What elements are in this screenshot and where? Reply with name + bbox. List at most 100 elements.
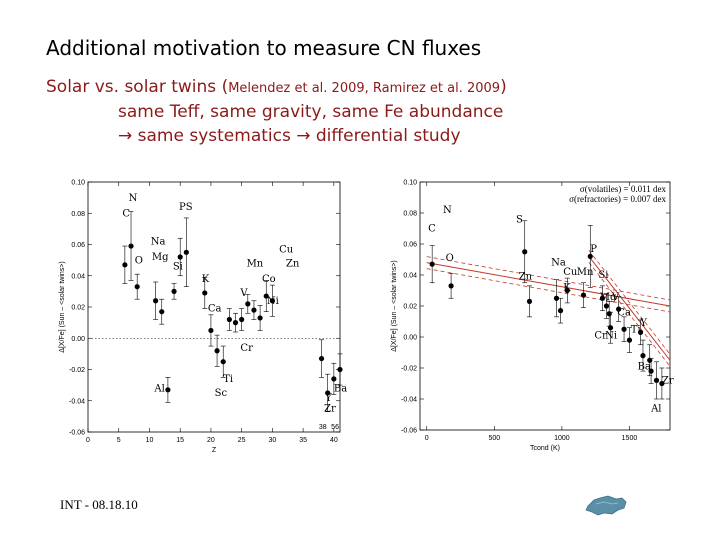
abundance-vs-z-chart: -0.06 -0.04 -0.02 0.00 0.02 0.04 0.06 0.08 0.10 0… [59, 180, 347, 455]
y-tick-label: 0.02 [403, 304, 417, 311]
element-label: Al [650, 403, 661, 414]
element-label: Mg [600, 292, 617, 303]
data-point [564, 287, 570, 294]
element-label: N [443, 205, 452, 216]
element-label: Y [639, 318, 647, 329]
data-point [214, 348, 220, 354]
x-tick-label: 0 [425, 435, 429, 442]
y-tick-label: 0.04 [403, 273, 417, 280]
element-label: Zn [519, 272, 533, 283]
y-tick-label: 0.06 [71, 242, 85, 249]
element-label: N [129, 193, 138, 204]
element-label: Si [598, 270, 608, 281]
data-point [226, 316, 232, 323]
x-tick-label: 10 [146, 437, 154, 444]
element-label: Cu [563, 267, 578, 278]
data-point [128, 243, 134, 249]
data-point [557, 308, 564, 314]
fit-band-upper [426, 256, 671, 301]
fit-band-upper [588, 250, 671, 355]
element-label: Ca [617, 307, 631, 318]
element-label: Sc [215, 388, 228, 399]
element-label: Ba [334, 383, 347, 394]
element-label: V [611, 292, 620, 303]
y-tick-label: -0.06 [401, 428, 417, 435]
differential-text: differential study [315, 126, 461, 146]
fit-line [426, 262, 671, 307]
element-label: Cu [279, 244, 294, 255]
data-point [640, 353, 646, 359]
y-tick-label: -0.04 [401, 397, 417, 404]
x-tick-label: 40 [330, 437, 338, 444]
y-tick-label: -0.02 [401, 366, 417, 373]
element-label: Mn [577, 267, 594, 278]
arrow-icon: → [296, 126, 311, 146]
data-point [165, 387, 171, 393]
x-tick-label: 500 [488, 435, 500, 442]
conclusion-line: → same systematics → differential study [118, 126, 461, 146]
data-point [269, 298, 275, 304]
x-tick-label: 20 [207, 437, 215, 444]
data-point [587, 253, 593, 259]
data-point [637, 329, 644, 335]
element-label: Co [262, 274, 276, 285]
element-label: Mn [247, 258, 264, 269]
y-tick-label: 0.08 [71, 211, 85, 218]
y-axis-label: Δ[X/Fe] (Sun – <solar twins>) [391, 260, 398, 351]
data-point [183, 249, 189, 255]
y-tick-label: 0.10 [403, 180, 417, 187]
x-axis-label: Tcond (K) [530, 445, 560, 452]
y-tick-label: 0.06 [403, 242, 417, 249]
element-label: Si [173, 262, 183, 273]
data-point [208, 327, 214, 334]
arrow-icon: → [118, 126, 133, 146]
x-tick-label: 15 [176, 437, 184, 444]
subtitle-main: Solar vs. solar twins ( [46, 77, 229, 97]
data-point [171, 288, 177, 294]
data-point [263, 293, 269, 299]
data-point [331, 376, 337, 382]
subtitle-end: ) [500, 77, 507, 97]
footer-text: INT - 08.18.10 [60, 497, 138, 512]
element-label: Zr [324, 404, 336, 415]
x-tick-label: 1500 [622, 435, 638, 442]
abundance-vs-tcond-chart: -0.06 -0.04 -0.02 0.00 0.02 0.04 0.06 0.08 0.10 0… [391, 180, 674, 453]
conditions-line: same Teff, same gravity, same Fe abundan… [118, 102, 504, 122]
data-point [616, 306, 622, 312]
fit-line [588, 256, 671, 361]
data-point [318, 355, 325, 362]
data-point [257, 315, 263, 321]
axis-break-label: 38 [319, 424, 327, 431]
subtitle-citation: Melendez et al. 2009, Ramirez et al. 200… [228, 81, 501, 96]
element-label: Ti [631, 324, 641, 335]
y-tick-label: 0.10 [71, 180, 85, 187]
x-tick-label: 35 [299, 437, 307, 444]
data-point [122, 262, 128, 268]
element-label: O [135, 255, 143, 266]
systematics-text: same systematics [137, 126, 291, 146]
legend-entry: σ(refractories) = 0.007 dex [569, 194, 666, 204]
legend-entry: σ(volatiles) = 0.011 dex [580, 184, 667, 194]
data-point [580, 292, 587, 298]
element-label: Ba [638, 362, 651, 373]
element-label: Ni [605, 331, 617, 342]
fit-band-lower [426, 268, 671, 313]
institution-logo [585, 495, 627, 516]
data-point [599, 295, 606, 301]
y-tick-label: -0.06 [69, 430, 85, 437]
element-label: Mg [152, 252, 169, 263]
element-label: Zn [286, 258, 300, 269]
element-label: Na [551, 258, 566, 269]
element-label: P [590, 244, 597, 255]
element-label: P [179, 202, 186, 213]
data-point [607, 325, 614, 331]
element-label: C [428, 224, 436, 235]
axis-break-label: 56 [331, 424, 339, 431]
data-point [239, 316, 245, 323]
data-point [251, 307, 257, 313]
y-tick-label: 0.00 [403, 335, 417, 342]
element-label: Al [153, 383, 164, 394]
y-axis-label: Δ[X/Fe] (Sun – <solar twins>) [59, 261, 66, 352]
element-label: Y [324, 393, 332, 404]
element-label: Cr [594, 331, 607, 342]
